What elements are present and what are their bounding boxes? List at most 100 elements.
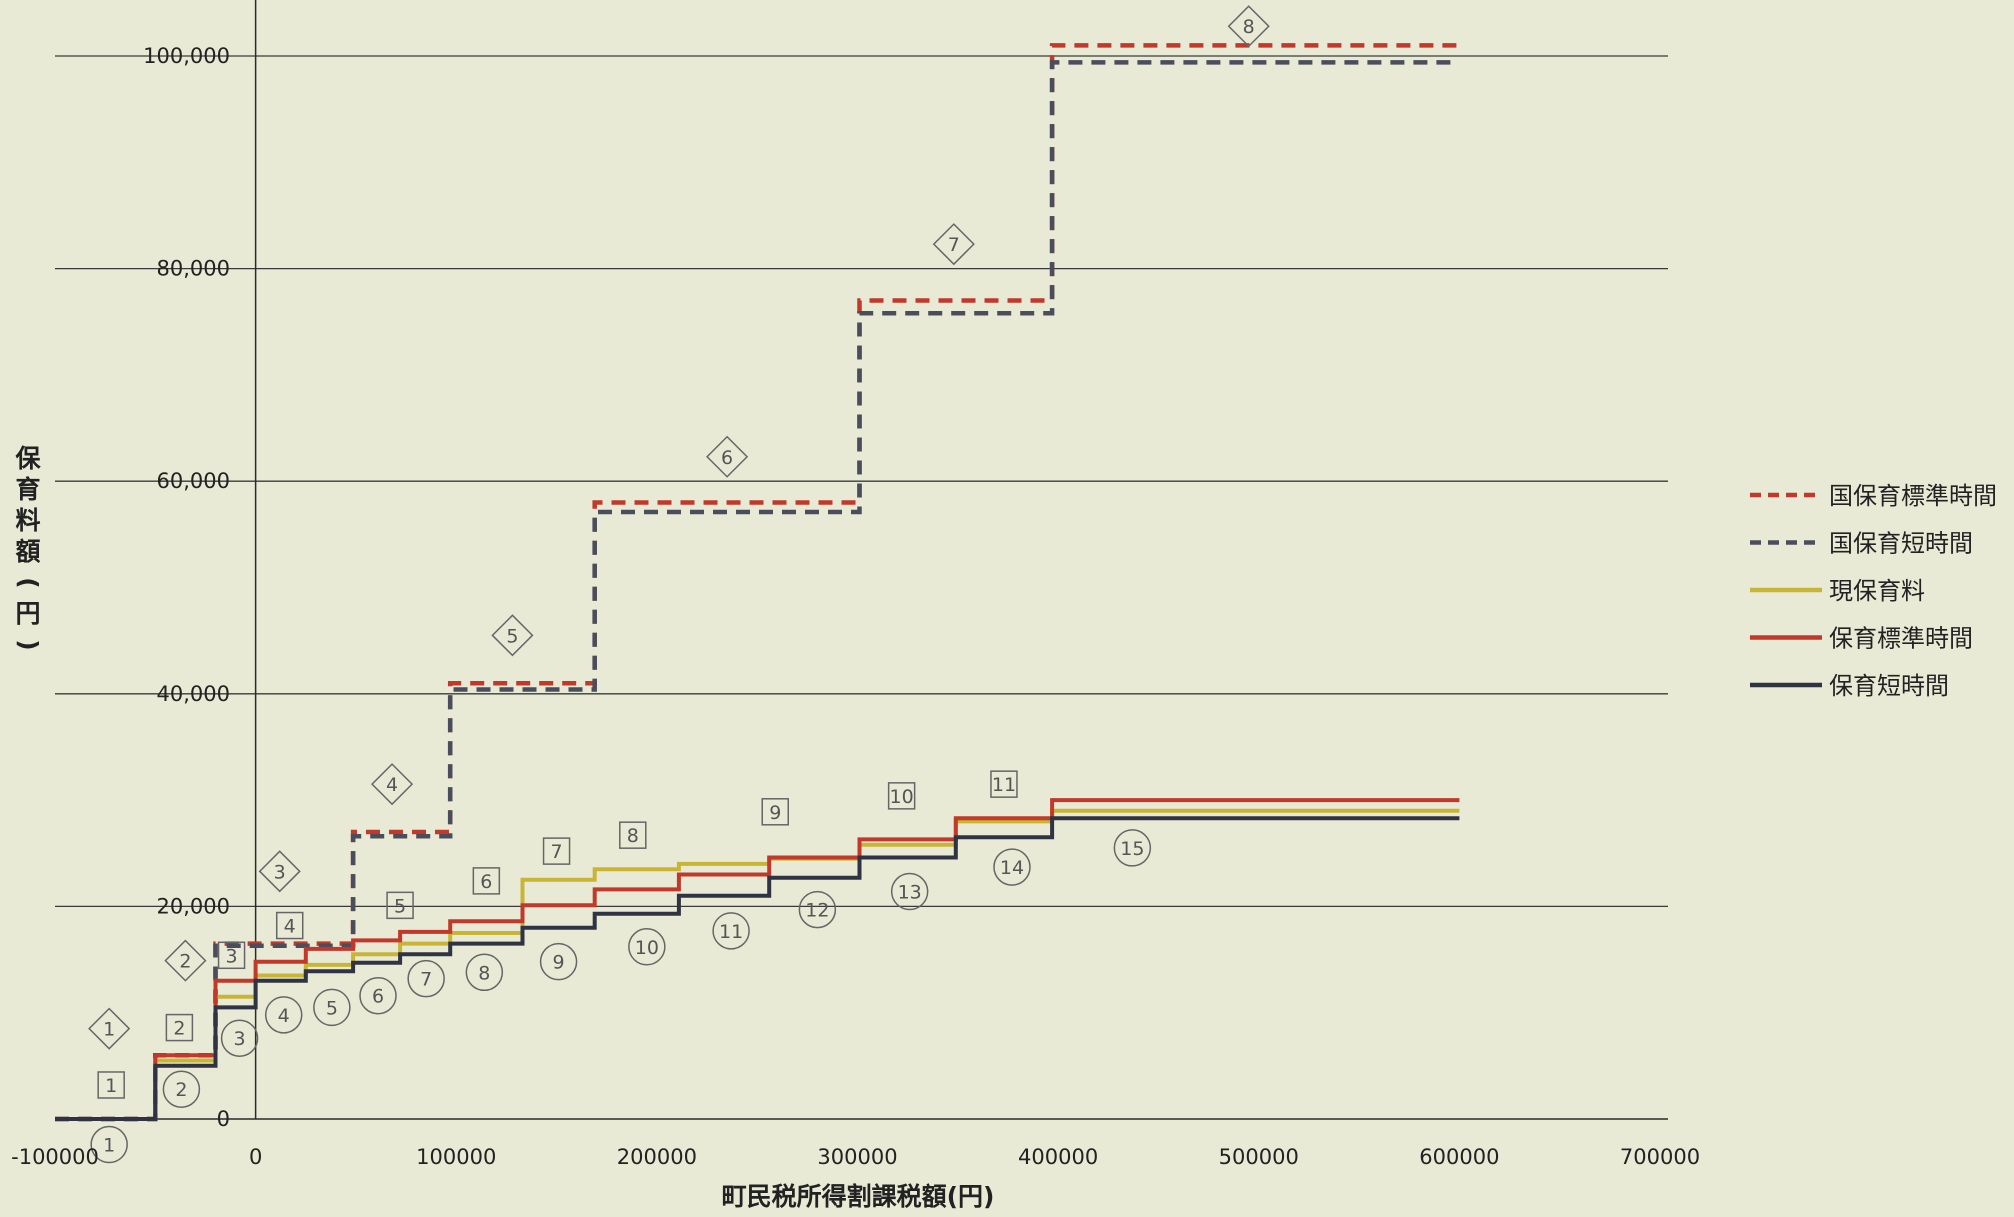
y-tick-label: 20,000 bbox=[157, 894, 230, 918]
legend-label: 国保育標準時間 bbox=[1829, 482, 1997, 510]
step-annotation: 11 bbox=[990, 770, 1018, 798]
y-tick-label: 0 bbox=[217, 1107, 230, 1131]
annotation-label: 11 bbox=[992, 774, 1016, 796]
annotation-square bbox=[217, 941, 246, 970]
legend-item: 国保育標準時間 bbox=[1750, 482, 1997, 510]
gridlines bbox=[55, 55, 1668, 908]
annotation-label: 8 bbox=[1243, 16, 1255, 38]
step-annotation: 2 bbox=[162, 1070, 201, 1108]
annotation-diamond bbox=[370, 763, 414, 806]
step-annotation: 6 bbox=[359, 976, 397, 1015]
annotation-diamond bbox=[258, 850, 301, 893]
x-tick-label: 600000 bbox=[1419, 1145, 1499, 1169]
annotation-circle bbox=[407, 959, 445, 998]
annotation-square bbox=[887, 782, 916, 810]
annotation-label: 10 bbox=[890, 786, 914, 808]
annotation-circle bbox=[628, 928, 666, 966]
series-line bbox=[55, 808, 1460, 1121]
annotation-circle bbox=[220, 1019, 259, 1057]
step-annotation: 1 bbox=[97, 1071, 125, 1099]
annotation-circle bbox=[712, 912, 750, 950]
y-axis-label-char: ( bbox=[14, 577, 43, 588]
step-annotation: 4 bbox=[264, 996, 303, 1034]
annotation-circle bbox=[313, 988, 351, 1027]
step-annotation: 3 bbox=[220, 1019, 259, 1057]
x-tick-label: 300000 bbox=[817, 1145, 897, 1169]
step-annotation: 9 bbox=[761, 798, 789, 826]
annotation-label: 7 bbox=[420, 969, 432, 991]
annotation-label: 4 bbox=[278, 1005, 290, 1027]
step-annotation: 7 bbox=[407, 959, 445, 998]
y-axis-label-char: ) bbox=[14, 639, 43, 650]
step-annotation: 2 bbox=[164, 939, 207, 982]
step-annotation: 4 bbox=[370, 763, 414, 806]
annotation-label: 5 bbox=[394, 895, 406, 917]
annotation-circle bbox=[465, 953, 504, 992]
annotation-circle bbox=[162, 1070, 201, 1108]
annotation-label: 13 bbox=[898, 882, 922, 904]
annotation-square bbox=[990, 770, 1018, 798]
step-annotation: 8 bbox=[619, 821, 647, 849]
x-tick-label: -100000 bbox=[11, 1145, 99, 1169]
step-annotation: 1 bbox=[88, 1007, 131, 1050]
legend-label: 国保育短時間 bbox=[1829, 530, 1973, 558]
annotation-circle bbox=[264, 996, 303, 1034]
series-line bbox=[55, 816, 1460, 1121]
x-tick-label: 500000 bbox=[1219, 1145, 1299, 1169]
step-annotation: 9 bbox=[539, 942, 578, 981]
annotation-diamond bbox=[491, 614, 534, 657]
annotation-label: 14 bbox=[1000, 857, 1024, 879]
legend-label: 保育短時間 bbox=[1829, 672, 1949, 700]
axes bbox=[55, 0, 1668, 1120]
annotation-label: 15 bbox=[1120, 838, 1144, 860]
step-annotation: 10 bbox=[628, 928, 666, 966]
legend-label: 現保育料 bbox=[1829, 577, 1925, 605]
annotation-circle bbox=[890, 872, 929, 911]
annotation-circle bbox=[798, 890, 837, 929]
step-annotation: 14 bbox=[993, 848, 1031, 886]
step-annotation: 13 bbox=[890, 872, 929, 911]
annotation-diamond bbox=[88, 1007, 131, 1050]
y-axis-label-char: 円 bbox=[15, 599, 40, 628]
legend-item: 保育短時間 bbox=[1750, 672, 1949, 700]
legend-item: 保育標準時間 bbox=[1750, 625, 1973, 653]
series-lines bbox=[55, 43, 1460, 1122]
annotation-label: 5 bbox=[326, 997, 338, 1019]
annotation-label: 7 bbox=[948, 234, 960, 256]
y-tick-label: 60,000 bbox=[157, 469, 230, 493]
step-annotation: 11 bbox=[712, 912, 750, 950]
y-tick-label: 80,000 bbox=[157, 257, 230, 281]
annotation-square bbox=[472, 867, 501, 895]
step-annotation: 7 bbox=[542, 837, 571, 865]
y-axis-label-char: 料 bbox=[15, 506, 40, 535]
annotation-label: 6 bbox=[372, 986, 384, 1008]
annotation-label: 5 bbox=[506, 625, 518, 647]
series-line bbox=[55, 43, 1460, 1122]
step-annotation: 5 bbox=[491, 614, 534, 657]
x-tick-label: 0 bbox=[249, 1145, 262, 1169]
annotation-diamond bbox=[1227, 5, 1270, 48]
annotation-label: 4 bbox=[284, 916, 296, 938]
step-annotation: 3 bbox=[217, 941, 246, 970]
step-annotation: 7 bbox=[932, 223, 975, 266]
y-tick-label: 100,000 bbox=[143, 44, 230, 68]
annotation-label: 8 bbox=[478, 962, 490, 984]
annotation-square bbox=[542, 837, 571, 865]
step-annotation: 1 bbox=[90, 1125, 128, 1164]
annotation-circle bbox=[1113, 829, 1152, 867]
annotation-label: 9 bbox=[553, 952, 565, 974]
annotation-label: 1 bbox=[105, 1075, 117, 1097]
step-annotation: 4 bbox=[275, 911, 304, 940]
annotation-circle bbox=[993, 848, 1031, 886]
step-annotation: 2 bbox=[165, 1013, 194, 1042]
annotation-label: 3 bbox=[274, 861, 286, 883]
annotation-square bbox=[165, 1013, 194, 1042]
annotation-label: 1 bbox=[103, 1019, 115, 1041]
annotation-label: 6 bbox=[480, 871, 492, 893]
x-tick-label: 700000 bbox=[1620, 1145, 1700, 1169]
annotation-diamond bbox=[706, 435, 749, 478]
step-annotation: 10 bbox=[887, 782, 916, 810]
